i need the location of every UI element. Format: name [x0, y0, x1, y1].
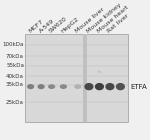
- Text: 55kDa: 55kDa: [6, 63, 24, 68]
- FancyBboxPatch shape: [25, 34, 128, 122]
- FancyBboxPatch shape: [83, 34, 87, 122]
- Ellipse shape: [116, 83, 125, 90]
- Ellipse shape: [48, 84, 55, 89]
- Ellipse shape: [60, 84, 67, 89]
- Text: 25kDa: 25kDa: [6, 100, 24, 105]
- Text: 70kDa: 70kDa: [6, 53, 24, 59]
- Ellipse shape: [105, 83, 114, 90]
- Text: Rat liver: Rat liver: [107, 13, 130, 34]
- Text: ETFA: ETFA: [130, 84, 147, 90]
- Ellipse shape: [95, 83, 104, 90]
- Text: HepG2: HepG2: [60, 16, 80, 34]
- Text: MCF7: MCF7: [27, 19, 44, 34]
- Text: Mouse kidney: Mouse kidney: [86, 2, 122, 34]
- Ellipse shape: [98, 71, 101, 73]
- Text: Mouse liver: Mouse liver: [75, 7, 105, 34]
- Text: 100kDa: 100kDa: [3, 42, 24, 47]
- Ellipse shape: [84, 83, 94, 90]
- Ellipse shape: [27, 84, 34, 89]
- Text: 40kDa: 40kDa: [6, 74, 24, 79]
- Text: 35kDa: 35kDa: [6, 82, 24, 87]
- Text: SW620: SW620: [48, 16, 68, 34]
- Ellipse shape: [38, 84, 45, 89]
- Text: A-549: A-549: [38, 18, 55, 34]
- Ellipse shape: [74, 84, 81, 89]
- Text: Mouse heart: Mouse heart: [96, 4, 129, 34]
